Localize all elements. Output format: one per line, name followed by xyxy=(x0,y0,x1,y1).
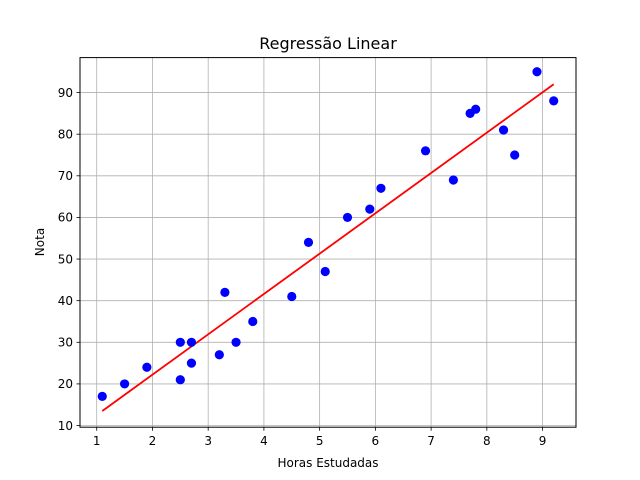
data-point xyxy=(220,287,230,297)
y-tick-label: 10 xyxy=(58,419,73,433)
y-tick-label: 30 xyxy=(58,336,73,350)
chart-title: Regressão Linear xyxy=(259,34,397,53)
data-point xyxy=(303,237,314,247)
x-tick-label: 2 xyxy=(149,434,157,448)
data-point xyxy=(510,150,520,160)
data-point xyxy=(231,337,241,347)
x-tick-label: 7 xyxy=(427,434,435,448)
x-tick-label: 3 xyxy=(204,434,212,448)
data-point xyxy=(365,204,375,214)
data-point xyxy=(175,337,185,347)
y-axis-label: Nota xyxy=(33,228,47,256)
data-point xyxy=(342,212,353,223)
y-tick-label: 90 xyxy=(58,86,73,100)
data-points xyxy=(97,67,559,401)
x-axis-ticks: 1 2 3 4 5 6 7 8 9 xyxy=(93,427,546,448)
data-point xyxy=(97,391,107,401)
y-tick-label: 80 xyxy=(58,127,73,141)
data-point xyxy=(420,146,431,156)
grid-lines xyxy=(80,57,576,428)
data-point xyxy=(287,291,297,302)
plot-frame xyxy=(79,57,577,428)
y-tick-label: 50 xyxy=(58,252,73,266)
data-point xyxy=(186,358,197,368)
data-point xyxy=(186,337,197,347)
data-point xyxy=(549,96,559,106)
y-axis-ticks: 10 20 30 40 50 60 70 80 90 xyxy=(58,86,80,433)
data-point xyxy=(471,104,481,114)
y-tick-label: 40 xyxy=(58,294,73,308)
data-point xyxy=(532,67,542,77)
x-tick-label: 4 xyxy=(260,434,268,448)
x-axis-label: Horas Estudadas xyxy=(277,456,378,470)
regression-line xyxy=(101,83,555,412)
regression-line-group xyxy=(101,83,555,412)
data-point xyxy=(448,175,458,185)
data-point xyxy=(376,183,386,193)
x-tick-label: 9 xyxy=(539,434,547,448)
data-point xyxy=(320,266,330,277)
data-point xyxy=(248,316,258,327)
data-point xyxy=(175,375,185,385)
x-tick-label: 8 xyxy=(483,434,491,448)
x-tick-label: 5 xyxy=(316,434,324,448)
data-point xyxy=(498,125,509,135)
x-tick-label: 1 xyxy=(93,434,101,448)
x-tick-label: 6 xyxy=(372,434,380,448)
data-point xyxy=(142,362,152,372)
y-tick-label: 20 xyxy=(58,377,73,391)
y-tick-label: 70 xyxy=(58,169,73,183)
data-point xyxy=(119,379,130,389)
data-point xyxy=(214,350,224,360)
y-tick-label: 60 xyxy=(58,211,73,225)
